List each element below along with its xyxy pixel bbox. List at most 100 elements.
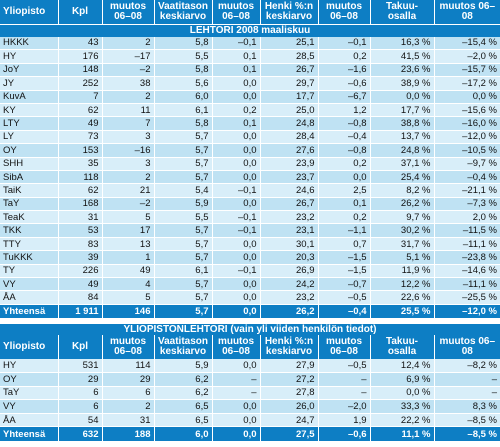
table-row: OY 29 29 6,2–27,2–6,9 % – — [0, 372, 500, 387]
table-row: TaiK 62 21 5,4 –0,1 24,6 2,5 8,2 % –21,1 % — [0, 183, 500, 198]
value-cell: 0,0 % — [370, 90, 435, 104]
value-cell: 43 — [58, 36, 103, 51]
value-cell: –25,5 % — [434, 290, 500, 305]
value-cell: 17,7 % — [370, 103, 435, 118]
table1-col-header: Kpl — [58, 0, 103, 24]
value-cell: 153 — [58, 143, 103, 158]
value-cell: 6,2 — [154, 386, 213, 401]
value-cell: 31 — [58, 210, 103, 225]
table2-col-header: muutos 06–08 — [318, 335, 371, 359]
total-row: Yhteensä 632 188 6,0 0,0 27,5 –0,6 11,1 % –8,5 % — [0, 426, 500, 441]
university-cell: ÅA — [0, 413, 59, 428]
value-cell: 0,0 — [212, 130, 261, 145]
university-cell: TaY — [0, 386, 59, 401]
value-cell: –0,7 — [318, 277, 371, 292]
value-cell: –11,1 % — [434, 237, 500, 252]
value-cell: 0,2 — [318, 210, 371, 225]
value-cell: –0,1 — [212, 264, 261, 279]
table-row: LTY 49 7 5,8 0,1 24,8 –0,8 38,8 % –16,0 % — [0, 116, 500, 131]
value-cell: –2,0 — [318, 399, 371, 414]
value-cell: 2 — [102, 170, 155, 185]
table1-col-header: muutos 06–08 — [102, 0, 155, 24]
university-cell: OY — [0, 143, 59, 158]
value-cell: – — [318, 386, 371, 401]
table2-col-header: muutos 06–08 — [434, 335, 500, 359]
table1-title: LEHTORI 2008 maaliskuu — [0, 24, 500, 37]
value-cell: –9,7 % — [434, 157, 500, 171]
value-cell: 8,3 % — [434, 399, 500, 414]
total-value: 25,5 % — [370, 304, 435, 318]
value-cell: 49 — [58, 277, 103, 292]
total-value: 146 — [102, 304, 155, 318]
value-cell: 0,0 — [212, 90, 261, 104]
value-cell: –0,1 — [212, 183, 261, 198]
value-cell: 6,1 — [154, 264, 213, 279]
value-cell: –0,1 — [318, 36, 371, 51]
value-cell: 30,1 — [260, 237, 319, 252]
value-cell: –0,6 — [318, 76, 371, 91]
value-cell: 37,1 % — [370, 157, 435, 171]
value-cell: 0,7 — [318, 237, 371, 252]
value-cell: 20,3 — [260, 250, 319, 265]
total-value: –8,5 % — [434, 426, 500, 441]
value-cell: 24,8 % — [370, 143, 435, 158]
value-cell: 0,0 % — [370, 386, 435, 401]
value-cell: – — [434, 386, 500, 401]
value-cell: 168 — [58, 197, 103, 212]
value-cell: 25,1 — [260, 36, 319, 51]
university-cell: HKKK — [0, 36, 59, 51]
value-cell: 0,0 — [212, 359, 261, 374]
table-row: KuvA 7 2 6,0 0,0 17,7 –6,7 0,0 % 0,0 % — [0, 90, 500, 104]
value-cell: –0,5 — [318, 290, 371, 305]
total-row: Yhteensä 1 911 146 5,7 0,0 26,2 –0,4 25,5 % –12,… — [0, 304, 500, 318]
value-cell: 49 — [58, 116, 103, 131]
value-cell: 23,2 — [260, 290, 319, 305]
table-row: TaY 6 6 6,2–27,8–0,0 % – — [0, 386, 500, 401]
value-cell: 176 — [58, 49, 103, 64]
value-cell: 0,0 % — [434, 90, 500, 104]
table2-col-header: muutos 06–08 — [212, 335, 261, 359]
value-cell: 29,7 — [260, 76, 319, 91]
value-cell: 114 — [102, 359, 155, 374]
university-cell: TTY — [0, 237, 59, 252]
value-cell: 5,7 — [154, 277, 213, 292]
university-cell: OY — [0, 372, 59, 387]
value-cell: 5,9 — [154, 197, 213, 212]
university-cell: KuvA — [0, 90, 59, 104]
value-cell: 5,7 — [154, 157, 213, 171]
value-cell: 9,7 % — [370, 210, 435, 225]
university-cell: HY — [0, 49, 59, 64]
table1-col-header: Vaatitason keskiarvo — [154, 0, 213, 24]
total-value: 11,1 % — [370, 426, 435, 441]
value-cell: –1,6 — [318, 63, 371, 78]
value-cell: 23,1 — [260, 223, 319, 238]
value-cell: 148 — [58, 63, 103, 78]
table2-col-header: Vaatitason keskiarvo — [154, 335, 213, 359]
value-cell: 6,0 — [154, 90, 213, 104]
value-cell: 24,7 — [260, 413, 319, 428]
value-cell: 33,3 % — [370, 399, 435, 414]
value-cell: 27,6 — [260, 143, 319, 158]
value-cell: 83 — [58, 237, 103, 252]
value-cell: 0,0 — [212, 76, 261, 91]
university-cell: ÅA — [0, 290, 59, 305]
value-cell: –15,7 % — [434, 63, 500, 78]
value-cell: 0,0 — [318, 170, 371, 185]
table1-col-header: muutos 06–08 — [434, 0, 500, 24]
value-cell: 41,5 % — [370, 49, 435, 64]
university-cell: SHH — [0, 157, 59, 171]
value-cell: –0,8 — [318, 116, 371, 131]
university-cell: TuKKK — [0, 250, 59, 265]
value-cell: 53 — [58, 223, 103, 238]
value-cell: –12,0 % — [434, 130, 500, 145]
value-cell: 11 — [102, 103, 155, 118]
table-row: SibA 118 2 5,7 0,0 23,7 0,0 25,4 % –0,4 % — [0, 170, 500, 185]
value-cell: 24,6 — [260, 183, 319, 198]
value-cell: 28,4 — [260, 130, 319, 145]
value-cell: 531 — [58, 359, 103, 374]
table2-col-header: Henki %:n keskiarvo — [260, 335, 319, 359]
table-row: KY 62 11 6,1 0,2 25,0 1,2 17,7 % –15,6 % — [0, 103, 500, 118]
value-cell: 24,2 — [260, 277, 319, 292]
university-cell: LTY — [0, 116, 59, 131]
